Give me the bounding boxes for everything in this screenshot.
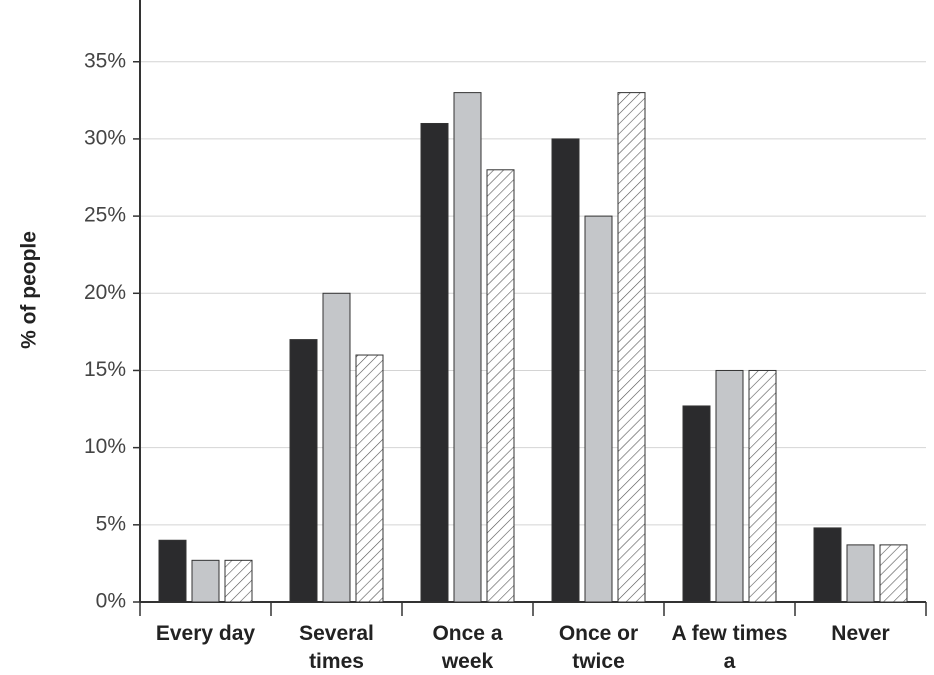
y-tick-label: 10% (84, 435, 126, 458)
x-tick-label: Every day (155, 622, 256, 645)
bar (486, 169, 515, 603)
bar (715, 369, 744, 603)
bar (322, 292, 351, 603)
x-tick-label: Once or twice (558, 622, 639, 673)
y-tick-label: 20% (84, 281, 126, 304)
bar (617, 92, 646, 603)
bar (813, 527, 842, 603)
bar (584, 215, 613, 603)
bar (224, 559, 253, 603)
bar (453, 92, 482, 603)
bar (682, 405, 711, 603)
bar (551, 138, 580, 603)
y-axis-label: % of people (18, 231, 41, 349)
y-tick-label: 30% (84, 126, 126, 149)
bar (191, 559, 220, 603)
bar (846, 544, 875, 603)
y-tick-label: 0% (96, 590, 126, 613)
x-tick-label: Never (831, 622, 890, 645)
x-tick-label: Several times (299, 622, 374, 673)
bar (879, 544, 908, 603)
x-tick-label: Once a week (432, 622, 503, 673)
bar (420, 122, 449, 603)
bar (355, 354, 384, 603)
y-tick-label: 15% (84, 358, 126, 381)
x-tick-label: A few times a (671, 622, 788, 673)
y-tick-label: 25% (84, 204, 126, 227)
bar (158, 539, 187, 603)
bar (748, 369, 777, 603)
y-tick-label: 35% (84, 49, 126, 72)
y-tick-label: 5% (96, 512, 126, 535)
bar (289, 339, 318, 603)
